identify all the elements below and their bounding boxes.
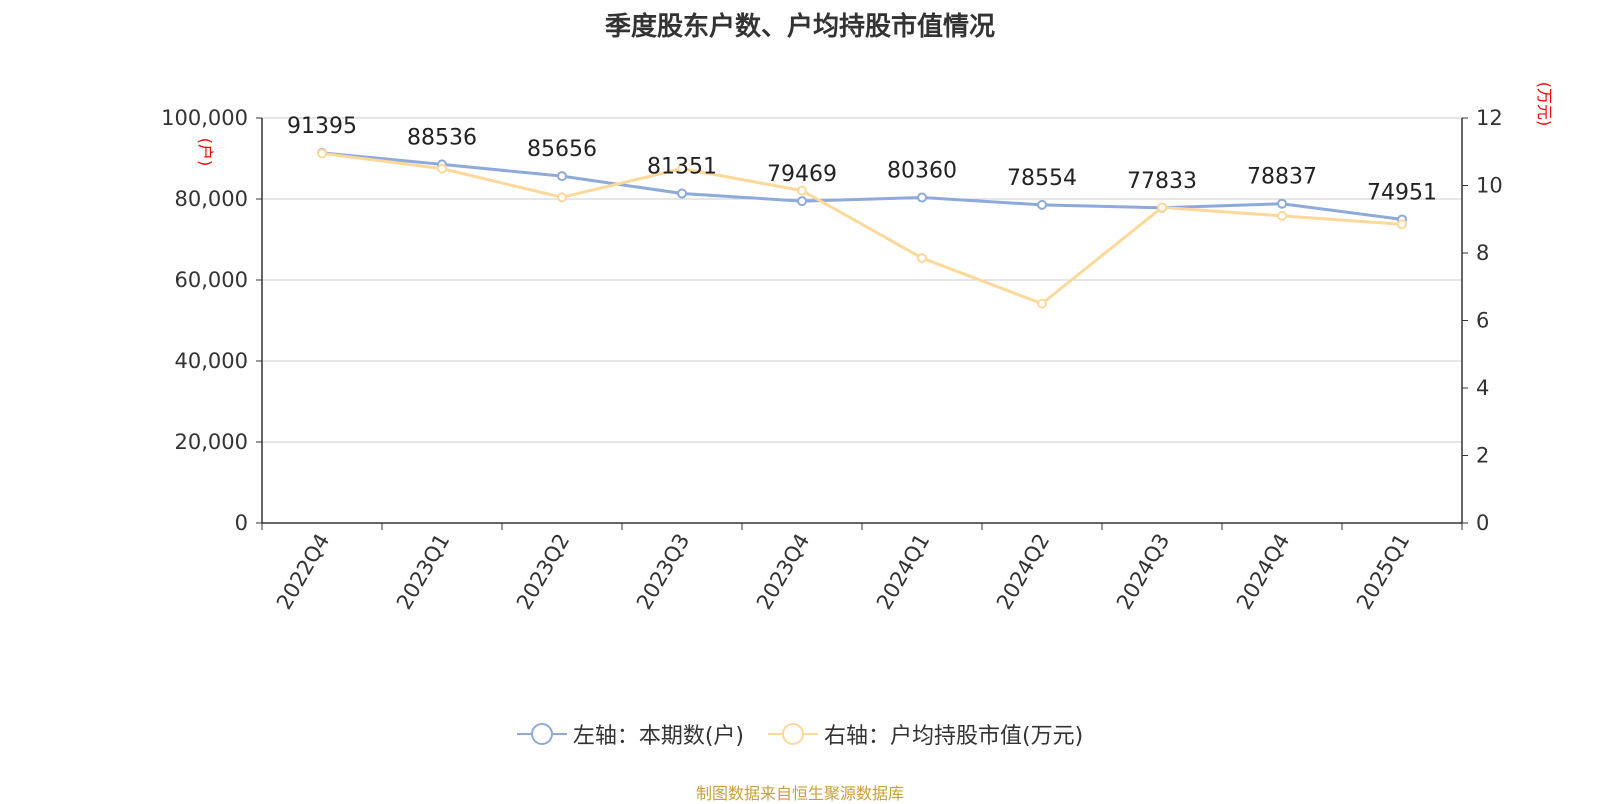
series-1-point (557, 171, 567, 182)
y-right-tick-label: 4 (1476, 376, 1489, 400)
y-right-tick-label: 10 (1476, 174, 1503, 198)
series-2-point (317, 148, 327, 159)
series-1-data-label: 85656 (527, 137, 597, 162)
series-1-data-label: 80360 (887, 159, 957, 184)
series-1-point (797, 196, 807, 207)
y-left-unit: (户) (196, 138, 215, 167)
x-tick-label: 2024Q2 (992, 530, 1054, 614)
series-1-point (917, 192, 927, 203)
x-tick-label: 2023Q3 (632, 530, 694, 614)
series-2-point (437, 163, 447, 174)
x-tick-label: 2023Q2 (512, 530, 574, 614)
y-right-tick-label: 2 (1476, 444, 1489, 468)
series-2-point (557, 192, 567, 203)
legend-label-series-1: 左轴：本期数(户) (572, 724, 744, 749)
series-1-point (677, 188, 687, 199)
series-1-point (1037, 199, 1047, 210)
x-tick-label: 2025Q1 (1352, 530, 1414, 614)
y-left-tick-label: 80,000 (175, 187, 248, 211)
y-left-tick-label: 100,000 (161, 106, 248, 130)
chart-legend: 左轴：本期数(户) 右轴：户均持股市值(万元) (0, 718, 1600, 750)
series-2-point (917, 253, 927, 264)
series-1-data-label: 78554 (1007, 166, 1077, 191)
y-right-tick-label: 8 (1476, 241, 1489, 265)
x-tick-label: 2022Q4 (272, 530, 334, 614)
series-1-data-label: 77833 (1127, 169, 1197, 194)
series-1-line (321, 151, 1403, 221)
legend-label-series-2: 右轴：户均持股市值(万元) (824, 724, 1084, 749)
series-1-data-label: 81351 (647, 155, 717, 180)
y-right-tick-label: 6 (1476, 309, 1489, 333)
series-1-data-label: 78837 (1247, 165, 1317, 190)
x-tick-label: 2024Q4 (1232, 530, 1294, 614)
y-right-unit: (万元) (1535, 82, 1554, 127)
legend-item-series-2[interactable]: 右轴：户均持股市值(万元) (768, 718, 1083, 750)
x-tick-label: 2024Q1 (872, 530, 934, 614)
chart-canvas: 0 20,000 40,000 60,000 80,000 100,000 0 2 4 6 8 10 1… (161, 82, 1554, 614)
series-1-data-label: 74951 (1367, 180, 1437, 205)
data-source-note: 制图数据来自恒生聚源数据库 (695, 784, 904, 803)
legend-marker-icon (768, 723, 818, 745)
legend-item-series-1[interactable]: 左轴：本期数(户) (516, 718, 744, 750)
x-tick-label: 2023Q4 (752, 530, 814, 614)
y-left-tick-label: 40,000 (175, 349, 248, 373)
legend-marker-icon (516, 723, 567, 745)
series-1-point (1277, 198, 1287, 209)
series-2-point (797, 185, 807, 196)
series-2-point (1397, 219, 1407, 230)
series-2-point (1157, 202, 1167, 213)
y-left-tick-label: 20,000 (175, 430, 248, 454)
series-2-point (1037, 298, 1047, 309)
y-left-tick-label: 60,000 (175, 268, 248, 292)
series-2-point (677, 163, 687, 174)
y-right-tick-label: 0 (1476, 511, 1489, 535)
x-tick-label: 2023Q1 (392, 530, 454, 614)
series-1-data-label: 88536 (407, 125, 477, 150)
series-2-point (1277, 210, 1287, 221)
series-1-data-label: 79469 (767, 162, 837, 187)
series-2-line (321, 151, 1403, 306)
chart-title: 季度股东户数、户均持股市值情况 (604, 12, 995, 42)
series-1-data-label: 91395 (287, 114, 357, 139)
y-left-tick-label: 0 (235, 511, 248, 535)
y-right-tick-label: 12 (1476, 106, 1503, 130)
x-tick-label: 2024Q3 (1112, 530, 1174, 614)
